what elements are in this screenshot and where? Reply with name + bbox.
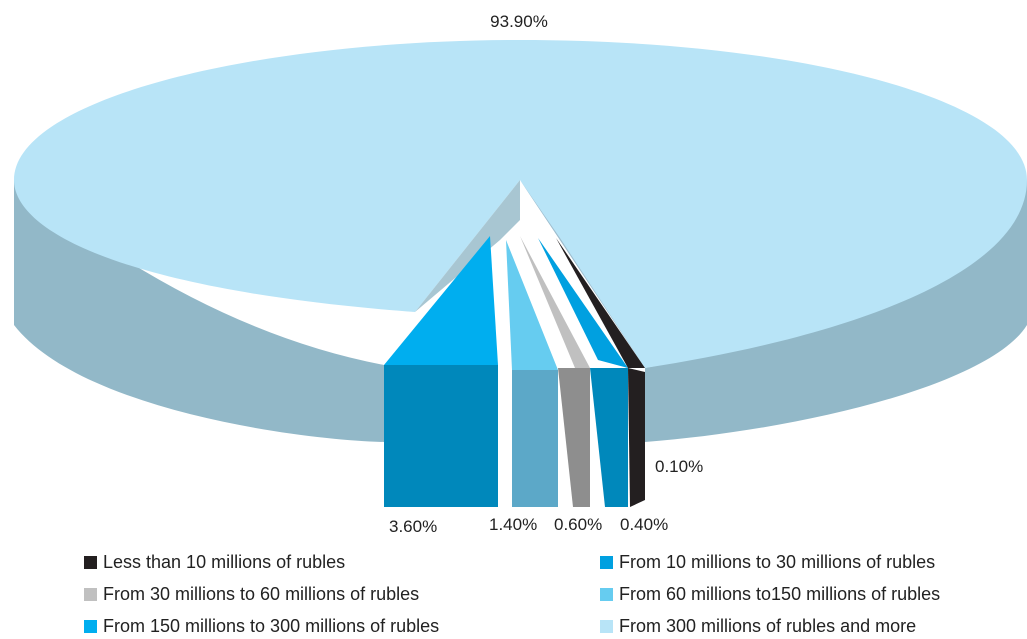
slice-side-less-10 <box>628 368 645 507</box>
legend-swatch-icon <box>600 588 613 601</box>
legend-swatch-icon <box>84 556 97 569</box>
slice-side-60-150 <box>512 370 558 507</box>
slice-top-150-300 <box>384 236 498 365</box>
data-label-60-150: 1.40% <box>489 515 537 534</box>
slice-side-150-300 <box>384 365 498 507</box>
legend-item: From 30 millions to 60 millions of ruble… <box>84 584 419 605</box>
slice-side-300-plus-right <box>645 180 1027 442</box>
slice-side-30-60 <box>558 368 590 507</box>
legend-label: Less than 10 millions of rubles <box>103 552 346 572</box>
legend: Less than 10 millions of rubles From 10 … <box>0 544 1027 639</box>
legend-label: From 30 millions to 60 millions of ruble… <box>103 584 420 604</box>
legend-item: From 150 millions to 300 millions of rub… <box>84 616 439 637</box>
legend-swatch-icon <box>84 588 97 601</box>
legend-label: From 10 millions to 30 millions of ruble… <box>619 552 936 572</box>
data-label-less-10: 0.10% <box>655 457 703 476</box>
data-label-30-60: 0.60% <box>554 515 602 534</box>
legend-label: From 60 millions to150 millions of ruble… <box>619 584 941 604</box>
legend-item: From 300 millions of rubles and more <box>600 616 916 637</box>
wedge-wall-left <box>415 180 520 312</box>
slice-top-30-60 <box>520 236 590 368</box>
slice-side-10-30 <box>590 368 628 507</box>
legend-item: From 60 millions to150 millions of ruble… <box>600 584 940 605</box>
data-label-300-plus: 93.90% <box>490 12 548 31</box>
slice-top-60-150 <box>506 240 558 370</box>
slice-top-10-30 <box>538 238 628 368</box>
slice-side-300-plus <box>14 180 384 442</box>
legend-item: Less than 10 millions of rubles <box>84 552 345 573</box>
legend-swatch-icon <box>84 620 97 633</box>
wedge-wall-right <box>520 180 645 368</box>
legend-label: From 150 millions to 300 millions of rub… <box>103 616 440 636</box>
data-label-150-300: 3.60% <box>389 517 437 536</box>
legend-swatch-icon <box>600 556 613 569</box>
data-label-10-30: 0.40% <box>620 515 668 534</box>
pie-chart: 93.90% 0.10% 3.60% 1.40% 0.60% 0.40% <box>14 12 1027 536</box>
slice-top-less-10 <box>556 238 645 368</box>
legend-label: From 300 millions of rubles and more <box>619 616 917 636</box>
slice-top-300-plus <box>14 40 1027 368</box>
legend-swatch-icon <box>600 620 613 633</box>
legend-item: From 10 millions to 30 millions of ruble… <box>600 552 935 573</box>
